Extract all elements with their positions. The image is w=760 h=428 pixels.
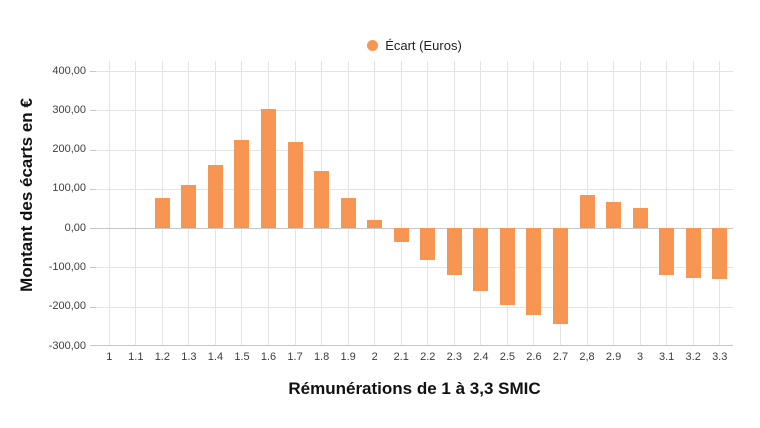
bar[interactable]	[420, 228, 436, 260]
legend: Écart (Euros)	[96, 36, 733, 54]
bar[interactable]	[340, 197, 356, 229]
bar[interactable]	[659, 228, 675, 275]
y-tick-mark	[90, 306, 96, 308]
bar[interactable]	[606, 201, 622, 229]
x-tick-label: 1.9	[340, 351, 356, 363]
bar[interactable]	[393, 228, 409, 242]
x-axis-title: Rémunérations de 1 à 3,3 SMIC	[288, 379, 541, 398]
gridline-vertical	[692, 61, 694, 346]
x-tick-label: 2.1	[393, 351, 409, 363]
x-tick-label: 1.4	[207, 351, 224, 363]
x-tick-label: 1.3	[181, 351, 197, 363]
gridline-vertical	[559, 61, 561, 346]
gridline-vertical	[400, 61, 402, 346]
y-tick-label: 200,00	[52, 143, 86, 156]
bar[interactable]	[712, 228, 728, 279]
gridline-vertical	[533, 61, 535, 346]
gridline-vertical	[506, 61, 508, 346]
bar[interactable]	[499, 228, 515, 305]
y-tick-mark	[90, 267, 96, 269]
y-tick-mark	[90, 71, 96, 73]
gridline-vertical	[453, 61, 455, 346]
gridline-vertical	[666, 61, 668, 346]
y-tick-label: -100,00	[48, 260, 86, 273]
bar[interactable]	[314, 170, 330, 229]
x-tick-label: 2.2	[420, 351, 436, 363]
legend-item-ecart[interactable]: Écart (Euros)	[367, 38, 462, 53]
y-tick-mark	[90, 345, 96, 346]
bar[interactable]	[234, 139, 250, 229]
gridline-vertical	[639, 61, 641, 346]
gridline-horizontal	[96, 188, 733, 190]
gridline-horizontal	[96, 110, 733, 112]
bar[interactable]	[579, 194, 595, 229]
y-tick-label: -300,00	[48, 339, 86, 352]
plot-area	[90, 61, 733, 346]
x-tick-label: 1	[106, 351, 113, 363]
bar[interactable]	[526, 228, 542, 316]
x-tick-label: 3.1	[658, 351, 675, 363]
bar[interactable]	[154, 197, 170, 229]
y-tick-label: 100,00	[52, 182, 86, 195]
x-tick-label: 2.4	[473, 351, 489, 363]
y-tick-label: -200,00	[48, 300, 86, 313]
x-tick-label: 2.3	[446, 351, 462, 363]
bar[interactable]	[552, 228, 568, 324]
bar[interactable]	[446, 228, 462, 276]
gridline-horizontal	[96, 345, 733, 346]
y-tick-mark	[90, 188, 96, 190]
gridline-horizontal	[96, 306, 733, 308]
gridline-vertical	[719, 61, 721, 346]
bar[interactable]	[207, 165, 223, 229]
x-tick-label: 1.2	[154, 351, 170, 363]
y-tick-mark	[90, 149, 96, 151]
x-tick-label: 1.7	[287, 351, 303, 363]
x-tick-label: 2.6	[526, 351, 542, 363]
y-tick-mark	[90, 228, 96, 230]
legend-label: Écart (Euros)	[385, 37, 462, 53]
x-tick-label: 3.2	[685, 351, 701, 363]
bar[interactable]	[685, 228, 701, 278]
gridline-vertical	[135, 61, 137, 346]
x-tick-label: 1.6	[260, 351, 277, 363]
x-tick-label: 3.3	[712, 351, 728, 363]
bar[interactable]	[473, 228, 489, 292]
legend-marker-icon	[367, 39, 379, 51]
gridline-vertical	[427, 61, 429, 346]
bar[interactable]	[632, 207, 648, 229]
bar[interactable]	[181, 185, 197, 229]
x-tick-label: 1.8	[313, 351, 330, 363]
gridline-horizontal	[96, 71, 733, 73]
gridline-horizontal	[96, 149, 733, 151]
bar[interactable]	[367, 220, 383, 229]
bar[interactable]	[261, 109, 277, 229]
x-tick-label: 2,8	[579, 351, 595, 363]
x-tick-label: 1.1	[128, 351, 144, 363]
x-tick-label: 2.5	[499, 351, 516, 363]
y-tick-label: 300,00	[52, 103, 86, 116]
x-tick-label: 2	[371, 351, 378, 363]
gridline-vertical	[374, 61, 376, 346]
x-tick-label: 3	[637, 351, 644, 363]
x-tick-label: 1.5	[234, 351, 250, 363]
gridline-vertical	[480, 61, 482, 346]
x-tick-label: 2.9	[605, 351, 622, 363]
y-tick-mark	[90, 110, 96, 112]
bar[interactable]	[287, 141, 303, 229]
y-tick-label: 0,00	[64, 221, 86, 234]
gridline-horizontal	[96, 267, 733, 269]
y-tick-label: 400,00	[52, 64, 86, 77]
gridline-vertical	[108, 61, 110, 346]
zero-line	[96, 228, 733, 230]
x-tick-label: 2.7	[552, 351, 569, 363]
